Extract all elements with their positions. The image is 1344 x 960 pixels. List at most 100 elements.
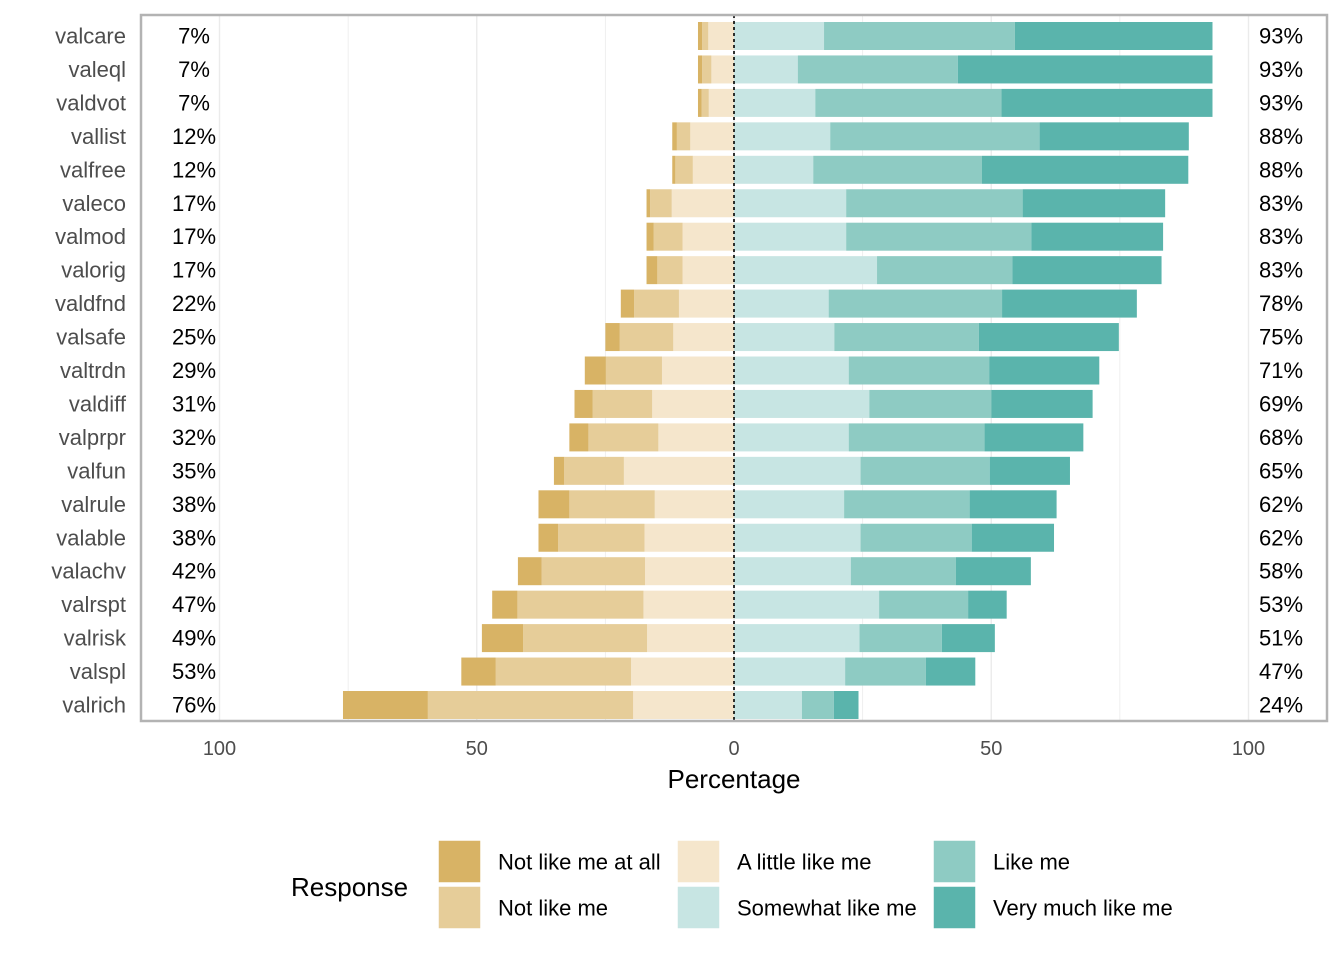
bar-valable-somewhat-like-me	[734, 523, 861, 552]
category-label: valorig	[61, 258, 126, 283]
category-label: valspl	[70, 659, 126, 684]
bar-valdvot-very-much-like-me	[1001, 88, 1213, 117]
bar-valfree-somewhat-like-me	[734, 155, 814, 184]
bar-valspl-not-like-me-at-all	[461, 657, 496, 686]
bar-valrisk-not-like-me-at-all	[481, 624, 524, 653]
bar-valrich-somewhat-like-me	[734, 691, 802, 719]
bar-valrule-very-much-like-me	[969, 490, 1057, 519]
left-percent-label: 17%	[172, 191, 216, 216]
bar-vallist-somewhat-like-me	[734, 122, 831, 151]
bar-valdfnd-like-me	[828, 289, 1003, 318]
bar-valmod-somewhat-like-me	[734, 222, 847, 251]
bar-valdfnd-somewhat-like-me	[734, 289, 829, 318]
bar-valdiff-not-like-me	[592, 389, 653, 418]
left-percent-label: 47%	[172, 592, 216, 617]
bar-valsafe-not-like-me-at-all	[605, 323, 620, 352]
bar-valable-like-me	[860, 523, 972, 552]
bar-valdvot-a-little-like-me	[708, 88, 734, 117]
right-percent-label: 83%	[1259, 191, 1303, 216]
legend-key-somewhat-like-me	[676, 885, 721, 930]
bar-valdfnd-not-like-me	[634, 289, 679, 318]
bar-valrich-a-little-like-me	[633, 691, 734, 719]
bar-valrspt-somewhat-like-me	[734, 590, 880, 619]
legend-key-not-like-me	[437, 885, 482, 930]
bar-valtrdn-very-much-like-me	[989, 356, 1100, 385]
left-percent-label: 7%	[178, 57, 210, 82]
right-percent-label: 69%	[1259, 391, 1303, 416]
bar-vallist-like-me	[830, 122, 1040, 151]
right-percent-label: 62%	[1259, 525, 1303, 550]
plot-border	[139, 13, 1329, 723]
legend-key-a-little-like-me	[676, 839, 721, 884]
category-label: valfun	[67, 458, 126, 483]
left-percent-label: 7%	[178, 24, 210, 49]
bar-valspl-like-me	[845, 657, 926, 686]
bar-valable-very-much-like-me	[971, 523, 1055, 552]
bar-valmod-not-like-me-at-all	[646, 222, 654, 251]
bar-valsafe-somewhat-like-me	[734, 323, 835, 352]
bar-valdiff-a-little-like-me	[652, 389, 734, 418]
category-label: valdfnd	[55, 291, 126, 316]
bar-valachv-somewhat-like-me	[734, 557, 851, 586]
right-percent-label: 47%	[1259, 659, 1303, 684]
right-percent-label: 93%	[1259, 90, 1303, 115]
bar-valorig-like-me	[877, 256, 1013, 285]
bar-valachv-not-like-me	[541, 557, 645, 586]
bar-valdvot-not-like-me	[701, 88, 709, 117]
bar-valeco-like-me	[846, 189, 1023, 218]
bar-valorig-somewhat-like-me	[734, 256, 878, 285]
category-label: valrisk	[64, 626, 127, 651]
bar-valtrdn-not-like-me	[605, 356, 662, 385]
bar-valsafe-a-little-like-me	[673, 323, 734, 352]
bar-valtrdn-not-like-me-at-all	[584, 356, 606, 385]
right-percent-label: 88%	[1259, 124, 1303, 149]
left-percent-label: 32%	[172, 425, 216, 450]
bar-vallist-very-much-like-me	[1039, 122, 1189, 151]
bar-valorig-not-like-me-at-all	[646, 256, 658, 285]
bar-valmod-very-much-like-me	[1031, 222, 1164, 251]
bar-valrule-like-me	[844, 490, 970, 519]
bar-valrich-not-like-me-at-all	[342, 691, 428, 719]
bar-valdiff-like-me	[869, 389, 992, 418]
legend-label: Somewhat like me	[737, 896, 917, 921]
bar-valrich-not-like-me	[427, 691, 634, 719]
left-percent-label: 17%	[172, 224, 216, 249]
bar-valeql-a-little-like-me	[711, 55, 734, 84]
left-percent-label: 25%	[172, 325, 216, 350]
bar-valfun-not-like-me	[564, 456, 624, 485]
x-tick-label: 100	[1232, 738, 1265, 760]
bar-valsafe-not-like-me	[619, 323, 674, 352]
bar-valspl-not-like-me	[495, 657, 632, 686]
x-tick-label: 100	[203, 738, 236, 760]
bar-valrule-a-little-like-me	[654, 490, 734, 519]
bar-valachv-not-like-me-at-all	[517, 557, 542, 586]
bar-valrule-not-like-me-at-all	[538, 490, 570, 519]
left-percent-label: 29%	[172, 358, 216, 383]
bar-valcare-somewhat-like-me	[734, 22, 825, 50]
bar-valfree-like-me	[813, 155, 982, 184]
left-percent-label: 22%	[172, 291, 216, 316]
category-label: valdvot	[56, 90, 126, 115]
bar-valrisk-not-like-me	[523, 624, 648, 653]
bar-vallist-not-like-me-at-all	[672, 122, 677, 151]
category-label: valrule	[61, 492, 126, 517]
bar-valrisk-somewhat-like-me	[734, 624, 860, 653]
left-percent-label: 35%	[172, 458, 216, 483]
bar-valcare-not-like-me-at-all	[697, 22, 703, 50]
left-percent-label: 31%	[172, 391, 216, 416]
bar-valfun-very-much-like-me	[989, 456, 1070, 485]
bar-valachv-a-little-like-me	[644, 557, 734, 586]
bar-valdfnd-very-much-like-me	[1002, 289, 1137, 318]
left-percent-label: 38%	[172, 492, 216, 517]
x-tick-label: 50	[466, 738, 488, 760]
right-percent-label: 83%	[1259, 224, 1303, 249]
bar-valeql-like-me	[797, 55, 958, 84]
bar-valfun-a-little-like-me	[623, 456, 734, 485]
left-percent-label: 7%	[178, 90, 210, 115]
bar-valrspt-a-little-like-me	[643, 590, 734, 619]
bar-valfun-like-me	[860, 456, 990, 485]
left-percent-label: 12%	[172, 157, 216, 182]
bar-valdfnd-a-little-like-me	[678, 289, 734, 318]
right-percent-label: 68%	[1259, 425, 1303, 450]
